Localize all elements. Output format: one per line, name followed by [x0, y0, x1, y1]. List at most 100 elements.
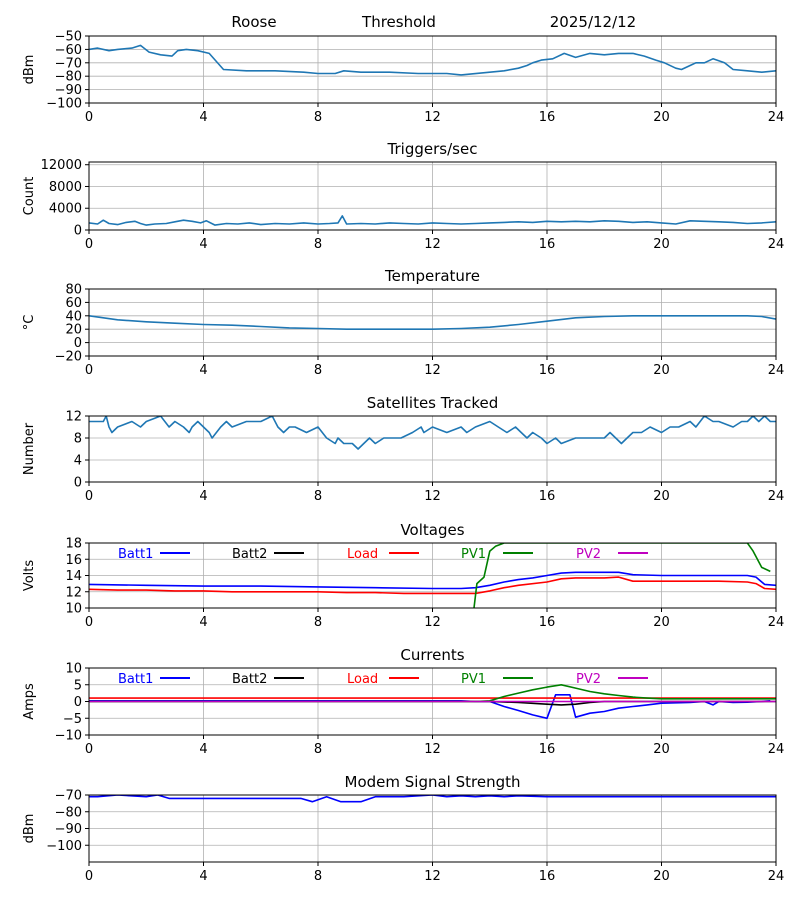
x-tick-label: 16: [539, 363, 556, 378]
x-tick-label: 20: [653, 110, 670, 125]
y-tick-label: 12: [65, 585, 82, 600]
x-tick-label: 4: [199, 363, 207, 378]
y-tick-label: 80: [65, 283, 82, 298]
series-line-batt1: [89, 571, 776, 590]
y-axis-label: Number: [22, 422, 37, 475]
x-tick-label: 20: [653, 869, 670, 884]
y-tick-label: 60: [65, 296, 82, 311]
x-tick-label: 4: [199, 869, 207, 884]
x-tick-label: 24: [768, 869, 785, 884]
series-line-0: [89, 314, 776, 331]
y-axis-label: °C: [22, 315, 37, 331]
x-tick-label: 12: [424, 869, 441, 884]
y-tick-label: 12: [65, 410, 82, 425]
y-axis-label: Volts: [22, 560, 37, 592]
y-tick-label: 20: [65, 323, 82, 338]
legend-label-pv1: PV1: [461, 547, 486, 562]
x-tick-label: 24: [768, 742, 785, 757]
chart-title: Modem Signal Strength: [345, 773, 521, 791]
y-tick-label: 18: [65, 537, 82, 552]
x-tick-label: 8: [314, 489, 322, 504]
y-tick-label: 8: [74, 432, 82, 447]
y-tick-label: −50: [55, 30, 82, 45]
x-tick-label: 16: [539, 110, 556, 125]
y-tick-label: 0: [74, 224, 82, 239]
header-station: Roose: [231, 13, 276, 31]
y-axis-label: dBm: [22, 814, 37, 844]
x-tick-label: 24: [768, 363, 785, 378]
y-tick-label: −70: [55, 56, 82, 71]
legend-label-pv2: PV2: [576, 547, 601, 562]
x-tick-label: 4: [199, 237, 207, 252]
y-tick-label: −10: [55, 729, 82, 744]
x-tick-label: 8: [314, 237, 322, 252]
chart-title: Satellites Tracked: [367, 394, 498, 412]
x-tick-label: 4: [199, 742, 207, 757]
x-tick-label: 24: [768, 237, 785, 252]
legend-label-batt1: Batt1: [118, 672, 153, 687]
y-tick-label: 16: [65, 553, 82, 568]
x-tick-label: 8: [314, 363, 322, 378]
y-tick-label: 8000: [49, 180, 82, 195]
y-tick-label: −100: [46, 839, 82, 854]
x-tick-label: 4: [199, 615, 207, 630]
series-line-0: [89, 44, 776, 76]
y-tick-label: −70: [55, 789, 82, 804]
x-tick-label: 24: [768, 489, 785, 504]
header-mode: Threshold: [361, 13, 436, 31]
x-tick-label: 12: [424, 742, 441, 757]
x-tick-label: 20: [653, 615, 670, 630]
x-tick-label: 12: [424, 615, 441, 630]
x-tick-label: 0: [85, 363, 93, 378]
y-tick-label: 10: [65, 602, 82, 617]
x-tick-label: 12: [424, 237, 441, 252]
legend-label-batt2: Batt2: [232, 547, 267, 562]
x-tick-label: 0: [85, 110, 93, 125]
y-tick-label: −80: [55, 70, 82, 85]
legend-label-pv2: PV2: [576, 672, 601, 687]
x-tick-label: 16: [539, 742, 556, 757]
series-line-0: [89, 795, 776, 803]
y-tick-label: −100: [46, 97, 82, 112]
y-tick-label: 0: [74, 476, 82, 491]
series-line-load: [89, 576, 776, 595]
x-tick-label: 0: [85, 615, 93, 630]
y-tick-label: −80: [55, 805, 82, 820]
x-tick-label: 12: [424, 363, 441, 378]
y-tick-label: 0: [74, 695, 82, 710]
legend-label-batt1: Batt1: [118, 547, 153, 562]
y-tick-label: 12000: [41, 158, 82, 173]
x-tick-label: 8: [314, 869, 322, 884]
y-tick-label: −20: [55, 350, 82, 365]
x-tick-label: 8: [314, 742, 322, 757]
y-tick-label: −90: [55, 83, 82, 98]
chart-panel-1: 0 4 8 12 16 20 24 0 4000 8000 12000 Triggers/sec Cou…: [22, 140, 784, 252]
legend-label-load: Load: [347, 547, 378, 562]
y-tick-label: −90: [55, 822, 82, 837]
y-axis-label: Count: [22, 177, 37, 216]
y-axis-label: dBm: [22, 55, 37, 85]
x-tick-label: 12: [424, 489, 441, 504]
x-tick-label: 8: [314, 615, 322, 630]
y-tick-label: 10: [65, 662, 82, 677]
x-tick-label: 24: [768, 615, 785, 630]
x-tick-label: 0: [85, 489, 93, 504]
x-tick-label: 0: [85, 237, 93, 252]
series-line-pv1: [473, 543, 771, 608]
chart-title: Voltages: [400, 521, 464, 539]
chart-title: Temperature: [384, 267, 480, 285]
header-date: 2025/12/12: [550, 13, 636, 31]
y-tick-label: −5: [63, 712, 82, 727]
x-tick-label: 20: [653, 237, 670, 252]
y-axis-label: Amps: [22, 683, 37, 720]
x-tick-label: 0: [85, 742, 93, 757]
x-tick-label: 0: [85, 869, 93, 884]
y-tick-label: 14: [65, 569, 82, 584]
series-line-0: [89, 416, 776, 450]
x-tick-label: 12: [424, 110, 441, 125]
